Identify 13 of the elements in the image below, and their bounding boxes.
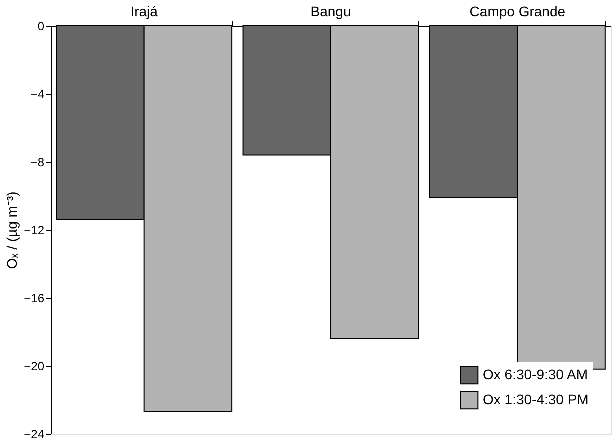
y-tick-label: −20 — [24, 360, 45, 374]
legend-label: Ox 1:30-4:30 PM — [483, 392, 589, 408]
legend-label: Ox 6:30-9:30 AM — [483, 366, 588, 382]
y-axis-title: Oₓ / (µg m⁻³) — [4, 192, 20, 270]
x-tick-label: Irajá — [130, 4, 158, 20]
x-tick-label: Campo Grande — [470, 4, 566, 20]
y-tick-label: −8 — [30, 156, 45, 170]
y-tick-label: −16 — [24, 292, 45, 306]
y-tick-label: 0 — [38, 20, 45, 34]
y-tick-label: −12 — [24, 224, 45, 238]
y-tick-label: −4 — [30, 88, 45, 102]
y-tick-label: −24 — [24, 428, 45, 442]
x-tick-label: Bangu — [310, 4, 352, 20]
